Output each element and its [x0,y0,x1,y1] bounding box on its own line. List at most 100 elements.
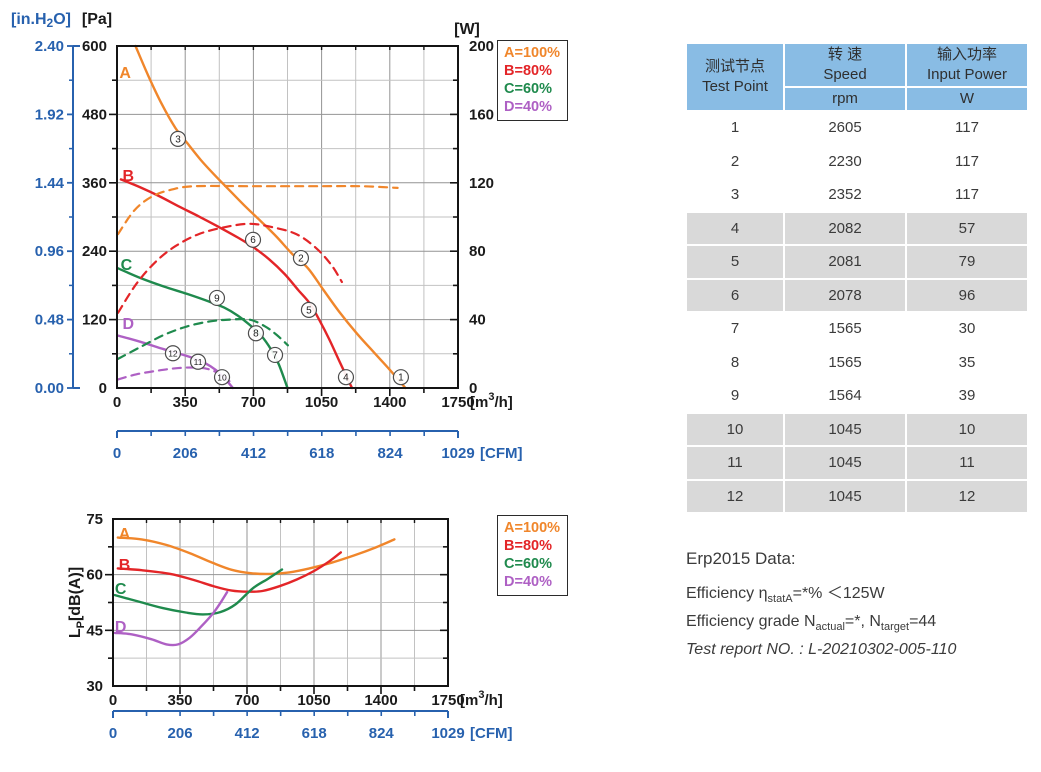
table-cell: 7 [687,313,783,345]
svg-text:350: 350 [173,394,198,411]
svg-text:120: 120 [82,312,107,329]
svg-text:200: 200 [469,38,494,55]
table-cell: 1045 [785,480,905,512]
table-row: 3 2352 117 [687,179,1027,211]
svg-text:240: 240 [82,243,107,260]
svg-text:1: 1 [398,373,404,384]
table-row: 10 1045 10 [687,413,1027,445]
svg-text:1050: 1050 [297,692,330,709]
svg-text:10: 10 [217,373,227,383]
svg-text:1750: 1750 [431,692,464,709]
table-cell: 2 [687,145,783,177]
svg-text:1050: 1050 [305,394,338,411]
table-row: 1 2605 117 [687,112,1027,144]
svg-text:4: 4 [343,373,349,384]
svg-text:[m3/h]: [m3/h] [460,689,503,709]
svg-text:D: D [123,316,135,333]
noise-curve-legend: A=100% B=80% C=60% D=40% [497,515,569,596]
svg-text:[W]: [W] [454,21,480,38]
svg-text:0: 0 [113,445,121,462]
table-cell: 117 [907,145,1027,177]
svg-text:700: 700 [241,394,266,411]
svg-text:2: 2 [298,253,304,264]
table-cell: 9 [687,380,783,412]
legend-item: D=40% [504,99,552,115]
svg-text:0: 0 [99,380,107,397]
table-cell: 12 [907,480,1027,512]
svg-text:0.48: 0.48 [35,312,64,329]
legend-item: C=60% [504,556,552,572]
svg-text:80: 80 [469,243,486,260]
legend-item: A=100% [504,520,561,536]
erp-grade-line: Efficiency grade Nactual=*, Ntarget=44 [686,613,937,634]
svg-text:12: 12 [168,349,178,359]
svg-text:60: 60 [86,567,103,584]
svg-text:600: 600 [82,38,107,55]
svg-text:1400: 1400 [373,394,406,411]
svg-text:45: 45 [86,622,103,639]
table-header-rpm-unit: rpm [785,88,905,110]
table-cell: 1 [687,112,783,144]
svg-text:0: 0 [113,394,121,411]
table-cell: 2605 [785,112,905,144]
table-cell: 2078 [785,279,905,311]
svg-text:5: 5 [306,305,312,316]
test-point-table: 测试节点 Test Point 转 速 Speed 输入功率 Input Pow… [685,42,1029,514]
svg-text:[CFM]: [CFM] [470,725,512,742]
table-cell: 1045 [785,447,905,479]
legend-item: C=60% [504,81,552,97]
svg-text:480: 480 [82,106,107,123]
table-cell: 35 [907,346,1027,378]
table-header-w-unit: W [907,88,1027,110]
svg-text:824: 824 [378,445,404,462]
svg-text:412: 412 [241,445,266,462]
svg-text:0: 0 [109,692,117,709]
svg-text:LP[dB(A)]: LP[dB(A)] [67,567,87,638]
svg-text:[CFM]: [CFM] [480,445,522,462]
table-cell: 2082 [785,212,905,244]
svg-text:D: D [115,619,127,636]
erp-test-report-number: Test report NO. : L-20210302-005-110 [686,641,957,659]
svg-text:360: 360 [82,175,107,192]
svg-text:412: 412 [235,725,260,742]
table-cell: 11 [907,447,1027,479]
svg-text:206: 206 [168,725,193,742]
performance-curve-legend: A=100% B=80% C=60% D=40% [497,40,569,121]
svg-text:9: 9 [214,293,220,304]
table-cell: 4 [687,212,783,244]
table-cell: 6 [687,279,783,311]
svg-text:618: 618 [309,445,334,462]
svg-text:2.40: 2.40 [35,38,64,55]
svg-text:30: 30 [86,678,103,695]
table-row: 6 2078 96 [687,279,1027,311]
table-cell: 8 [687,346,783,378]
svg-text:1750: 1750 [441,394,474,411]
table-cell: 2081 [785,246,905,278]
svg-text:8: 8 [253,329,259,340]
table-cell: 1564 [785,380,905,412]
table-cell: 96 [907,279,1027,311]
svg-text:1400: 1400 [364,692,397,709]
table-cell: 117 [907,179,1027,211]
svg-text:0.00: 0.00 [35,380,64,397]
table-cell: 79 [907,246,1027,278]
svg-text:1029: 1029 [441,445,474,462]
svg-text:C: C [121,257,133,274]
table-row: 7 1565 30 [687,313,1027,345]
legend-item: A=100% [504,45,561,61]
table-row: 2 2230 117 [687,145,1027,177]
table-cell: 30 [907,313,1027,345]
table-row: 4 2082 57 [687,212,1027,244]
svg-text:0: 0 [469,380,477,397]
svg-text:0: 0 [109,725,117,742]
svg-text:1029: 1029 [431,725,464,742]
fan-noise-chart: ABC D 0 350 700 1050 1400 1750[m3/h] 30 45 60 75 LP[… [67,511,512,742]
table-cell: 2352 [785,179,905,211]
test-point-table-body: 1 2605 117 2 2230 117 3 2352 117 4 2082 57 5 2081 79 6 2… [687,112,1027,512]
svg-text:3: 3 [175,134,181,145]
svg-text:6: 6 [250,235,256,246]
svg-text:0.96: 0.96 [35,243,64,260]
svg-text:A: A [119,65,131,82]
